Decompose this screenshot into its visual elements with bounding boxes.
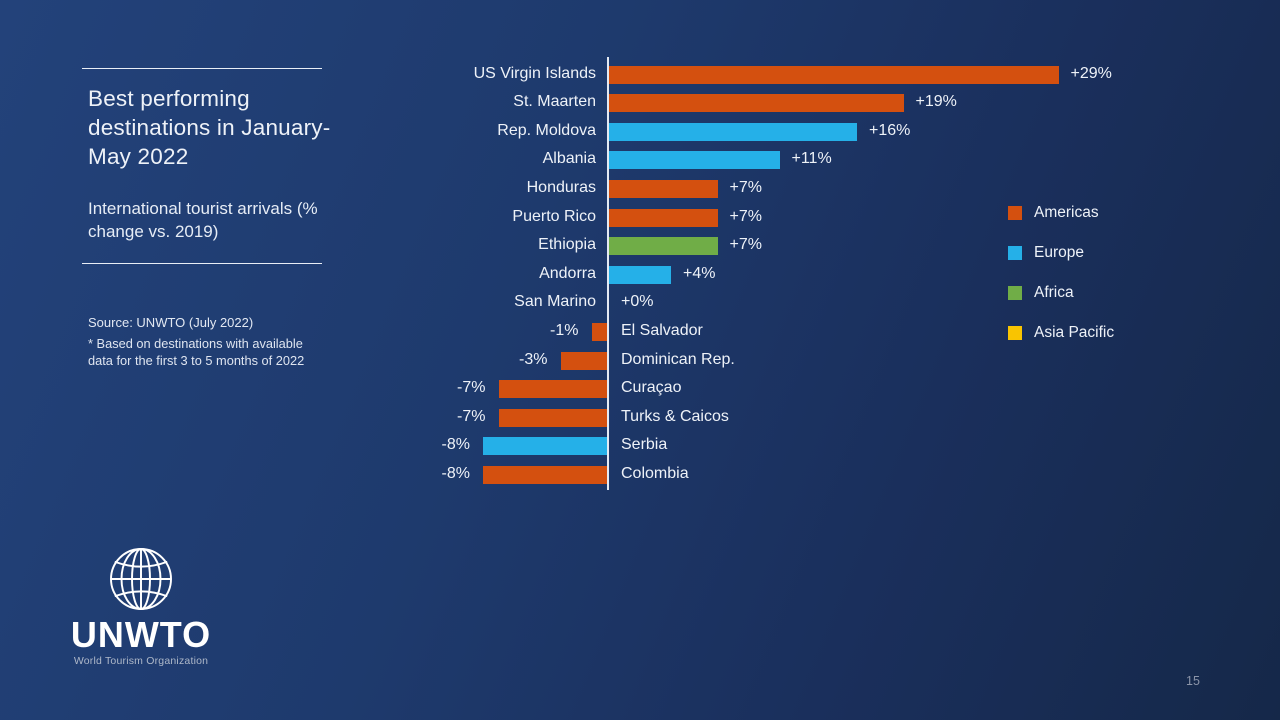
europe-swatch	[1008, 246, 1022, 260]
bar-turks-caicos	[498, 408, 607, 427]
category-label: Turks & Caicos	[621, 407, 729, 425]
page-number: 15	[1186, 674, 1200, 688]
value-label: -7%	[457, 379, 486, 397]
africa-swatch	[1008, 286, 1022, 300]
value-label: +19%	[915, 93, 957, 111]
legend-label: Asia Pacific	[1034, 324, 1115, 341]
legend-item-asia_pacific: Asia Pacific	[1008, 324, 1115, 341]
value-label: -1%	[550, 321, 579, 339]
legend-label: Africa	[1034, 284, 1074, 301]
category-label: Albania	[542, 150, 596, 168]
category-label: Andorra	[539, 264, 596, 282]
category-label: Dominican Rep.	[621, 350, 735, 368]
legend-item-americas: Americas	[1008, 204, 1114, 221]
value-label: -7%	[457, 407, 486, 425]
bar-honduras	[609, 179, 718, 198]
category-label: San Marino	[514, 293, 596, 311]
zero-axis-line	[607, 57, 609, 490]
bar-colombia	[483, 465, 607, 484]
category-label: El Salvador	[621, 321, 703, 339]
value-label: +4%	[683, 264, 716, 282]
slide-subtitle: International tourist arrivals (% change…	[88, 199, 318, 241]
value-label: -8%	[441, 464, 470, 482]
footnote-text: * Based on destinations with available d…	[88, 336, 305, 368]
globe-icon	[110, 548, 172, 610]
value-label: +16%	[869, 121, 911, 139]
legend-label: Americas	[1034, 204, 1099, 221]
asia_pacific-swatch	[1008, 326, 1022, 340]
value-label: -3%	[519, 350, 548, 368]
bar-us-virgin-islands	[609, 65, 1059, 84]
legend-item-africa: Africa	[1008, 284, 1114, 301]
bar-albania	[609, 151, 780, 170]
category-label: Rep. Moldova	[497, 121, 596, 139]
bar-cura-ao	[498, 380, 607, 399]
bar-dominican-rep-	[560, 351, 607, 370]
logo-name: UNWTO	[70, 614, 212, 655]
title-top-rule	[82, 68, 322, 69]
bar-ethiopia	[609, 237, 718, 256]
value-label: +7%	[729, 178, 762, 196]
value-label: +11%	[791, 150, 832, 168]
logo-tagline: World Tourism Organization	[73, 655, 209, 667]
bar-serbia	[483, 437, 607, 456]
value-label: +7%	[729, 236, 762, 254]
bar-el-salvador	[591, 322, 607, 341]
category-label: Serbia	[621, 436, 668, 454]
category-label: St. Maarten	[513, 93, 596, 111]
bar-andorra	[609, 265, 671, 284]
legend-item-europe: Europe	[1008, 244, 1114, 261]
category-label: Curaçao	[621, 379, 682, 397]
category-label: Ethiopia	[538, 236, 596, 254]
category-label: Colombia	[621, 464, 689, 482]
value-label: +7%	[729, 207, 762, 225]
category-label: Puerto Rico	[512, 207, 596, 225]
slide-title: Best performing destinations in January-…	[88, 86, 331, 169]
value-label: +29%	[1070, 64, 1112, 82]
value-label: +0%	[621, 293, 654, 311]
source-text: Source: UNWTO (July 2022)	[88, 315, 254, 330]
legend-label: Europe	[1034, 244, 1084, 261]
value-label: -8%	[441, 436, 470, 454]
bar-st-maarten	[609, 94, 904, 113]
chart-legend: Americas Europe Africa Asia Pacific	[1008, 204, 1115, 366]
bar-puerto-rico	[609, 208, 718, 227]
category-label: Honduras	[526, 178, 596, 196]
title-bottom-rule	[82, 263, 322, 264]
bar-rep-moldova	[609, 122, 857, 141]
americas-swatch	[1008, 206, 1022, 220]
category-label: US Virgin Islands	[473, 64, 596, 82]
unwto-logo: UNWTO World Tourism Organization	[66, 543, 216, 667]
